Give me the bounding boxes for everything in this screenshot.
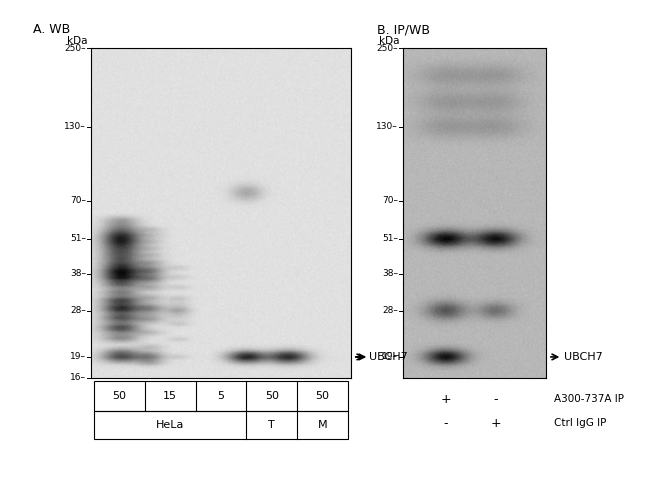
Text: 250–: 250– [64,44,86,53]
Text: 16–: 16– [70,373,86,382]
Text: -: - [444,417,448,430]
Text: 130–: 130– [376,122,398,131]
Text: 15: 15 [163,392,177,401]
Text: 50: 50 [112,392,127,401]
Text: B. IP/WB: B. IP/WB [377,23,430,36]
Text: HeLa: HeLa [156,421,185,430]
Text: 19–: 19– [382,352,398,362]
Text: 70–: 70– [70,197,86,205]
Text: 38–: 38– [70,270,86,278]
Text: +: + [441,393,451,406]
Text: 51–: 51– [70,234,86,243]
Text: 28–: 28– [382,306,398,315]
Text: 70–: 70– [382,197,398,205]
Bar [94,411,348,439]
Text: -: - [494,393,498,406]
Text: kDa: kDa [379,36,400,46]
Text: T: T [268,421,275,430]
Text: A. WB: A. WB [32,23,70,36]
Text: 50: 50 [265,392,279,401]
Text: 130–: 130– [64,122,86,131]
Text: UBCH7: UBCH7 [369,352,408,362]
Text: kDa: kDa [67,36,88,46]
Text: 51–: 51– [382,234,398,243]
Text: Ctrl IgG IP: Ctrl IgG IP [554,419,606,428]
Text: 250–: 250– [376,44,398,53]
Text: 38–: 38– [382,270,398,278]
Text: 28–: 28– [70,306,86,315]
Bar [94,381,348,411]
Text: +: + [491,417,501,430]
Text: M: M [318,421,327,430]
Text: 5: 5 [218,392,224,401]
Text: 50: 50 [315,392,330,401]
Text: A300-737A IP: A300-737A IP [554,394,624,404]
Text: 19–: 19– [70,352,86,362]
Text: UBCH7: UBCH7 [564,352,603,362]
